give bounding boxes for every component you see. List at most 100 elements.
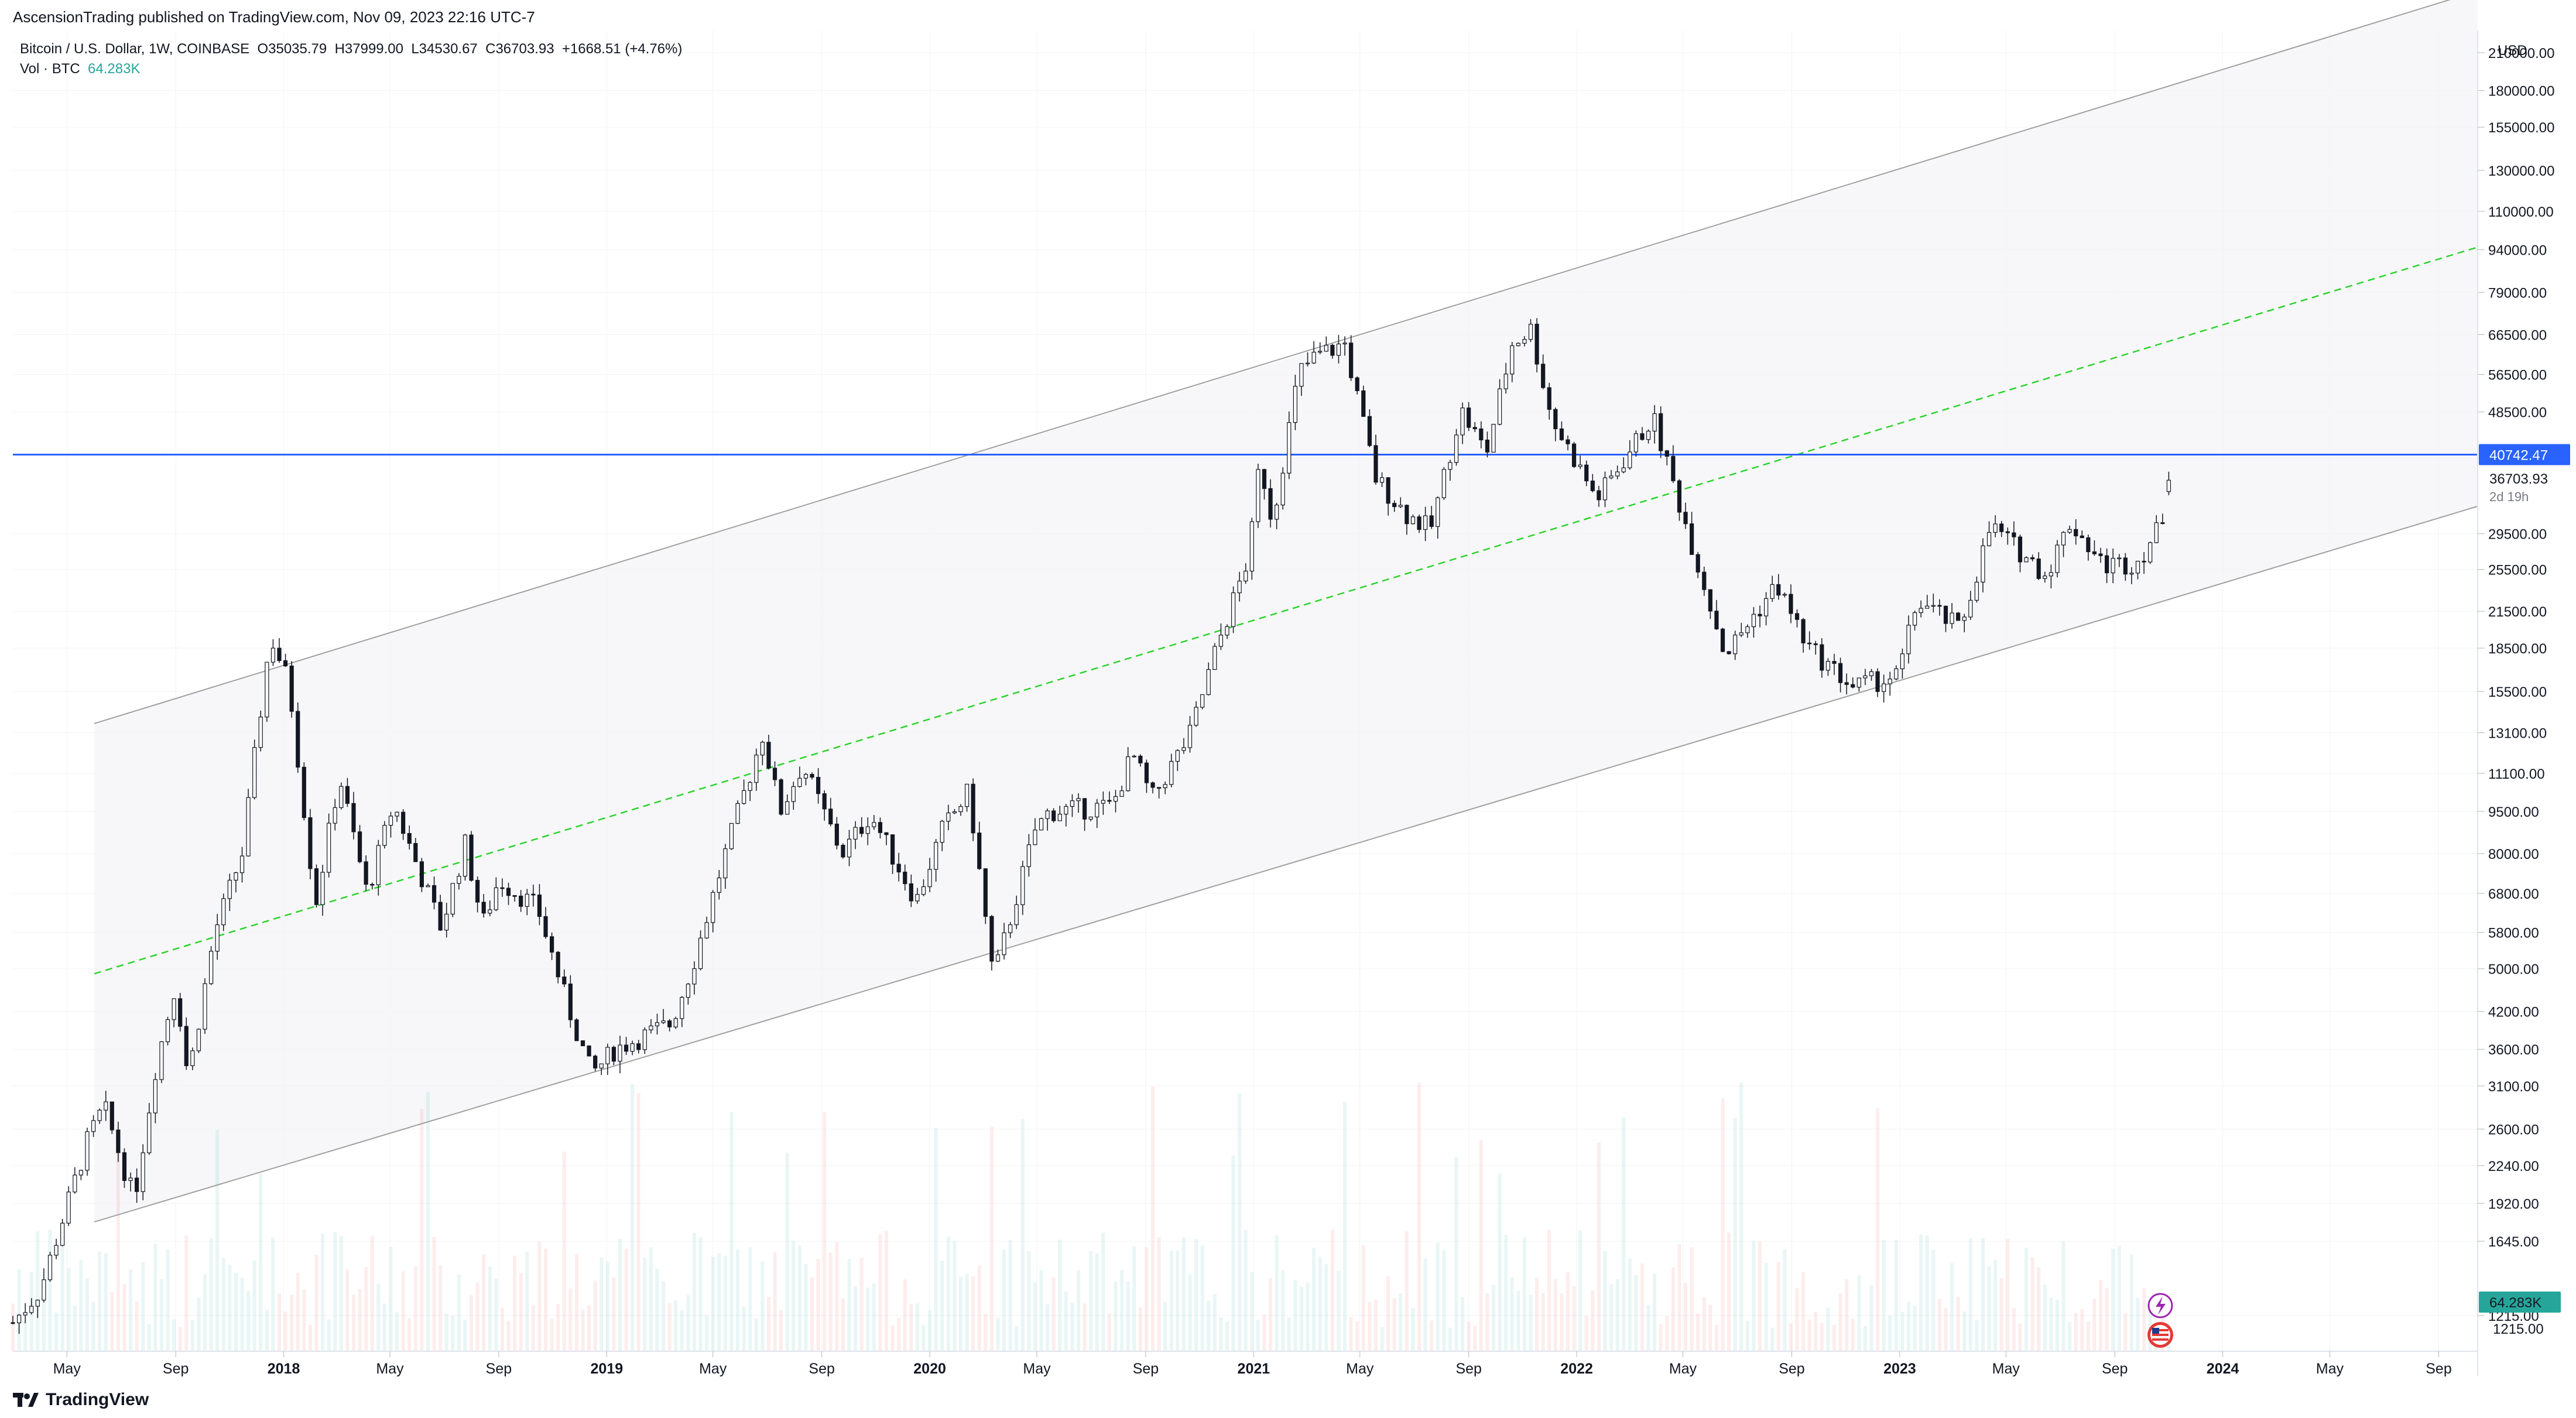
- candle[interactable]: [91, 1115, 96, 1138]
- candle[interactable]: [1547, 382, 1551, 420]
- candle[interactable]: [1039, 817, 1044, 831]
- candle[interactable]: [2080, 530, 2084, 539]
- candle[interactable]: [587, 1045, 591, 1057]
- candle[interactable]: [327, 813, 331, 878]
- candle[interactable]: [1962, 614, 1967, 632]
- candle[interactable]: [828, 797, 833, 827]
- candle[interactable]: [1002, 923, 1006, 960]
- candle[interactable]: [531, 884, 536, 907]
- candle[interactable]: [376, 840, 381, 896]
- candle[interactable]: [357, 825, 362, 864]
- tradingview-brand[interactable]: TradingView: [13, 1390, 149, 1410]
- candle[interactable]: [85, 1128, 90, 1176]
- candle[interactable]: [283, 653, 288, 667]
- candle[interactable]: [1516, 342, 1520, 347]
- candle[interactable]: [1020, 861, 1025, 915]
- candle[interactable]: [345, 777, 350, 807]
- candle[interactable]: [1132, 755, 1136, 758]
- candle[interactable]: [1646, 429, 1651, 444]
- candle[interactable]: [580, 1040, 585, 1046]
- candle[interactable]: [97, 1108, 102, 1124]
- candle[interactable]: [1119, 785, 1124, 797]
- candle[interactable]: [927, 858, 932, 892]
- candle[interactable]: [2142, 552, 2146, 574]
- candle[interactable]: [878, 817, 883, 839]
- candle[interactable]: [785, 794, 790, 815]
- candle[interactable]: [122, 1148, 127, 1188]
- candle[interactable]: [1051, 808, 1056, 823]
- candle[interactable]: [450, 883, 455, 917]
- candle[interactable]: [543, 907, 548, 939]
- candle[interactable]: [1510, 342, 1515, 382]
- us-flag-icon[interactable]: [2147, 1322, 2173, 1348]
- candle[interactable]: [723, 844, 728, 889]
- candle[interactable]: [35, 1299, 40, 1318]
- candle[interactable]: [816, 768, 821, 804]
- candle[interactable]: [234, 872, 238, 893]
- candle[interactable]: [1528, 319, 1533, 342]
- candle[interactable]: [890, 834, 895, 874]
- candle[interactable]: [2061, 531, 2066, 557]
- candle[interactable]: [1733, 631, 1738, 660]
- candle[interactable]: [1454, 429, 1459, 466]
- candle[interactable]: [1925, 595, 1930, 609]
- candle[interactable]: [934, 839, 938, 882]
- candle[interactable]: [742, 779, 746, 805]
- candle[interactable]: [1751, 607, 1756, 638]
- candle[interactable]: [444, 902, 449, 938]
- candle[interactable]: [2111, 549, 2115, 584]
- candle[interactable]: [1225, 624, 1229, 639]
- candle[interactable]: [1262, 468, 1267, 500]
- candle[interactable]: [141, 1144, 145, 1201]
- candle[interactable]: [351, 792, 356, 840]
- candle[interactable]: [952, 809, 957, 814]
- candle[interactable]: [884, 832, 889, 845]
- candle[interactable]: [1472, 422, 1477, 433]
- candle[interactable]: [2036, 552, 2041, 580]
- candle[interactable]: [1144, 759, 1149, 793]
- candle[interactable]: [1318, 342, 1323, 355]
- candle[interactable]: [2049, 564, 2053, 588]
- candle[interactable]: [104, 1091, 108, 1121]
- candle[interactable]: [1789, 584, 1793, 624]
- candle[interactable]: [246, 789, 251, 857]
- candle[interactable]: [1194, 701, 1198, 727]
- candle[interactable]: [865, 817, 870, 845]
- candle[interactable]: [735, 800, 740, 824]
- candle[interactable]: [2098, 547, 2103, 563]
- candle[interactable]: [1820, 638, 1824, 678]
- candle[interactable]: [1349, 335, 1354, 381]
- candle[interactable]: [1498, 379, 1502, 426]
- candle[interactable]: [618, 1036, 622, 1074]
- candle[interactable]: [704, 916, 709, 939]
- candle[interactable]: [29, 1298, 34, 1315]
- candle[interactable]: [1429, 506, 1434, 529]
- candle[interactable]: [772, 761, 777, 786]
- candle[interactable]: [227, 874, 232, 912]
- candle[interactable]: [1968, 591, 1973, 620]
- candle[interactable]: [779, 778, 783, 816]
- candle[interactable]: [1231, 586, 1236, 633]
- candle[interactable]: [1113, 790, 1118, 813]
- candle[interactable]: [1956, 612, 1961, 621]
- candle[interactable]: [1373, 434, 1378, 485]
- candle[interactable]: [494, 877, 498, 912]
- candle[interactable]: [958, 804, 963, 816]
- candle[interactable]: [395, 811, 399, 822]
- candle[interactable]: [1405, 504, 1409, 535]
- candle[interactable]: [1157, 787, 1162, 799]
- candle[interactable]: [184, 1017, 189, 1070]
- candle[interactable]: [23, 1303, 28, 1324]
- candle[interactable]: [1652, 405, 1657, 444]
- candle[interactable]: [302, 762, 306, 821]
- candle[interactable]: [1758, 605, 1762, 628]
- candle[interactable]: [506, 882, 511, 905]
- candle[interactable]: [1659, 406, 1663, 458]
- candle[interactable]: [1856, 677, 1861, 692]
- candle[interactable]: [1559, 421, 1564, 441]
- candle[interactable]: [1107, 791, 1112, 804]
- candle[interactable]: [1702, 566, 1707, 596]
- candle[interactable]: [1126, 747, 1131, 792]
- candle[interactable]: [667, 1019, 672, 1032]
